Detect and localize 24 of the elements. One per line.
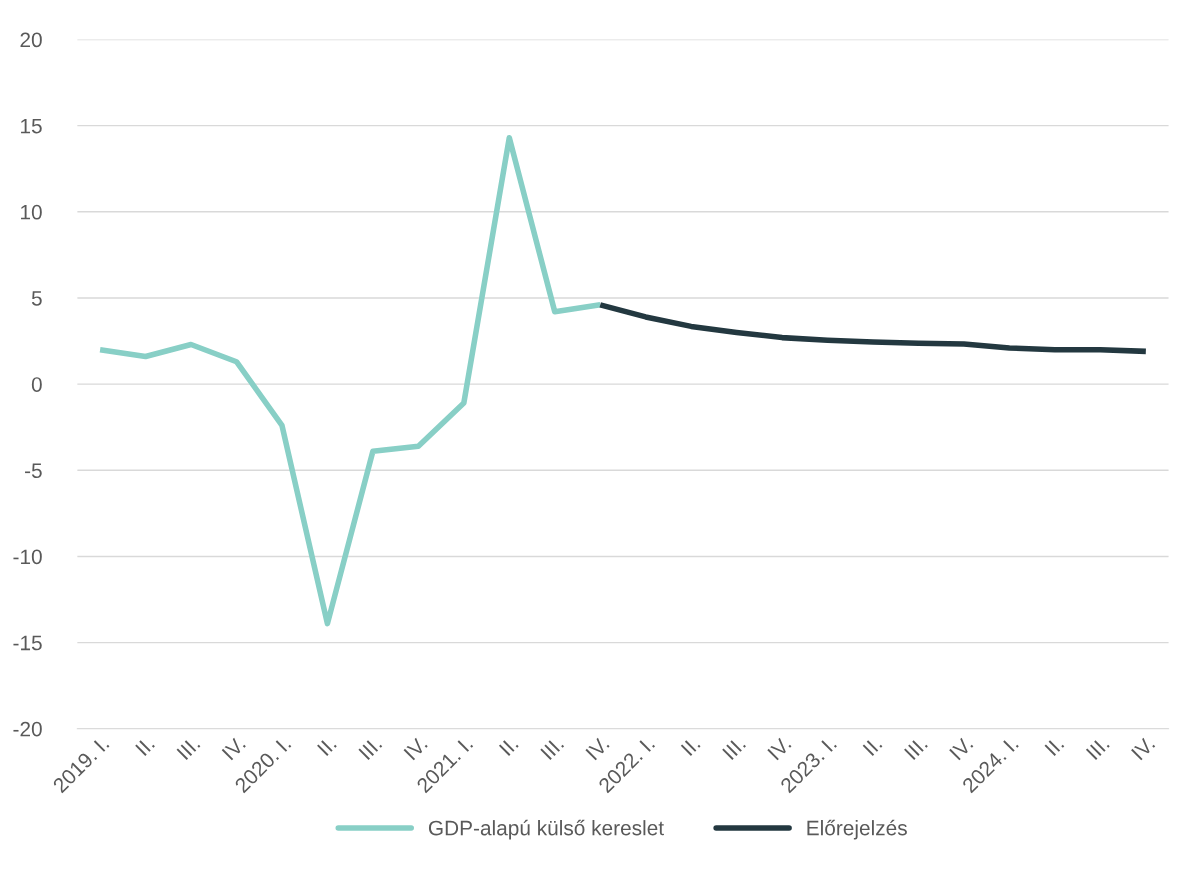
y-tick-label: 15: [21, 118, 42, 134]
x-tick-label: II.: [862, 736, 883, 756]
y-tick-label: -15: [13, 635, 42, 651]
x-tick-label: III.: [904, 736, 928, 760]
x-tick-label: III.: [358, 736, 383, 760]
y-tick-label: 20: [20, 32, 42, 48]
y-tick-label: 5: [31, 291, 42, 306]
x-tick-label: III.: [540, 736, 565, 760]
x-tick-label: II.: [498, 736, 519, 756]
legend-label: GDP-alapú külső kereslet: [428, 819, 664, 840]
y-tick-label: -5: [25, 463, 42, 479]
x-tick-label: III.: [176, 736, 201, 760]
x-tick-label: III.: [1085, 736, 1110, 760]
x-tick-label: II.: [1044, 736, 1065, 756]
y-tick-label: -20: [13, 721, 42, 737]
x-tick-label: IV.: [1131, 736, 1156, 761]
x-tick-label: II.: [680, 736, 701, 756]
x-tick-label: II.: [135, 736, 155, 756]
y-tick-label: 10: [21, 204, 42, 220]
x-tick-label: III.: [722, 736, 746, 760]
x-tick-label: II.: [317, 736, 337, 756]
y-tick-label: -10: [13, 549, 42, 565]
legend-label: Előrejelzés: [807, 819, 907, 840]
y-tick-label: 0: [31, 377, 42, 392]
